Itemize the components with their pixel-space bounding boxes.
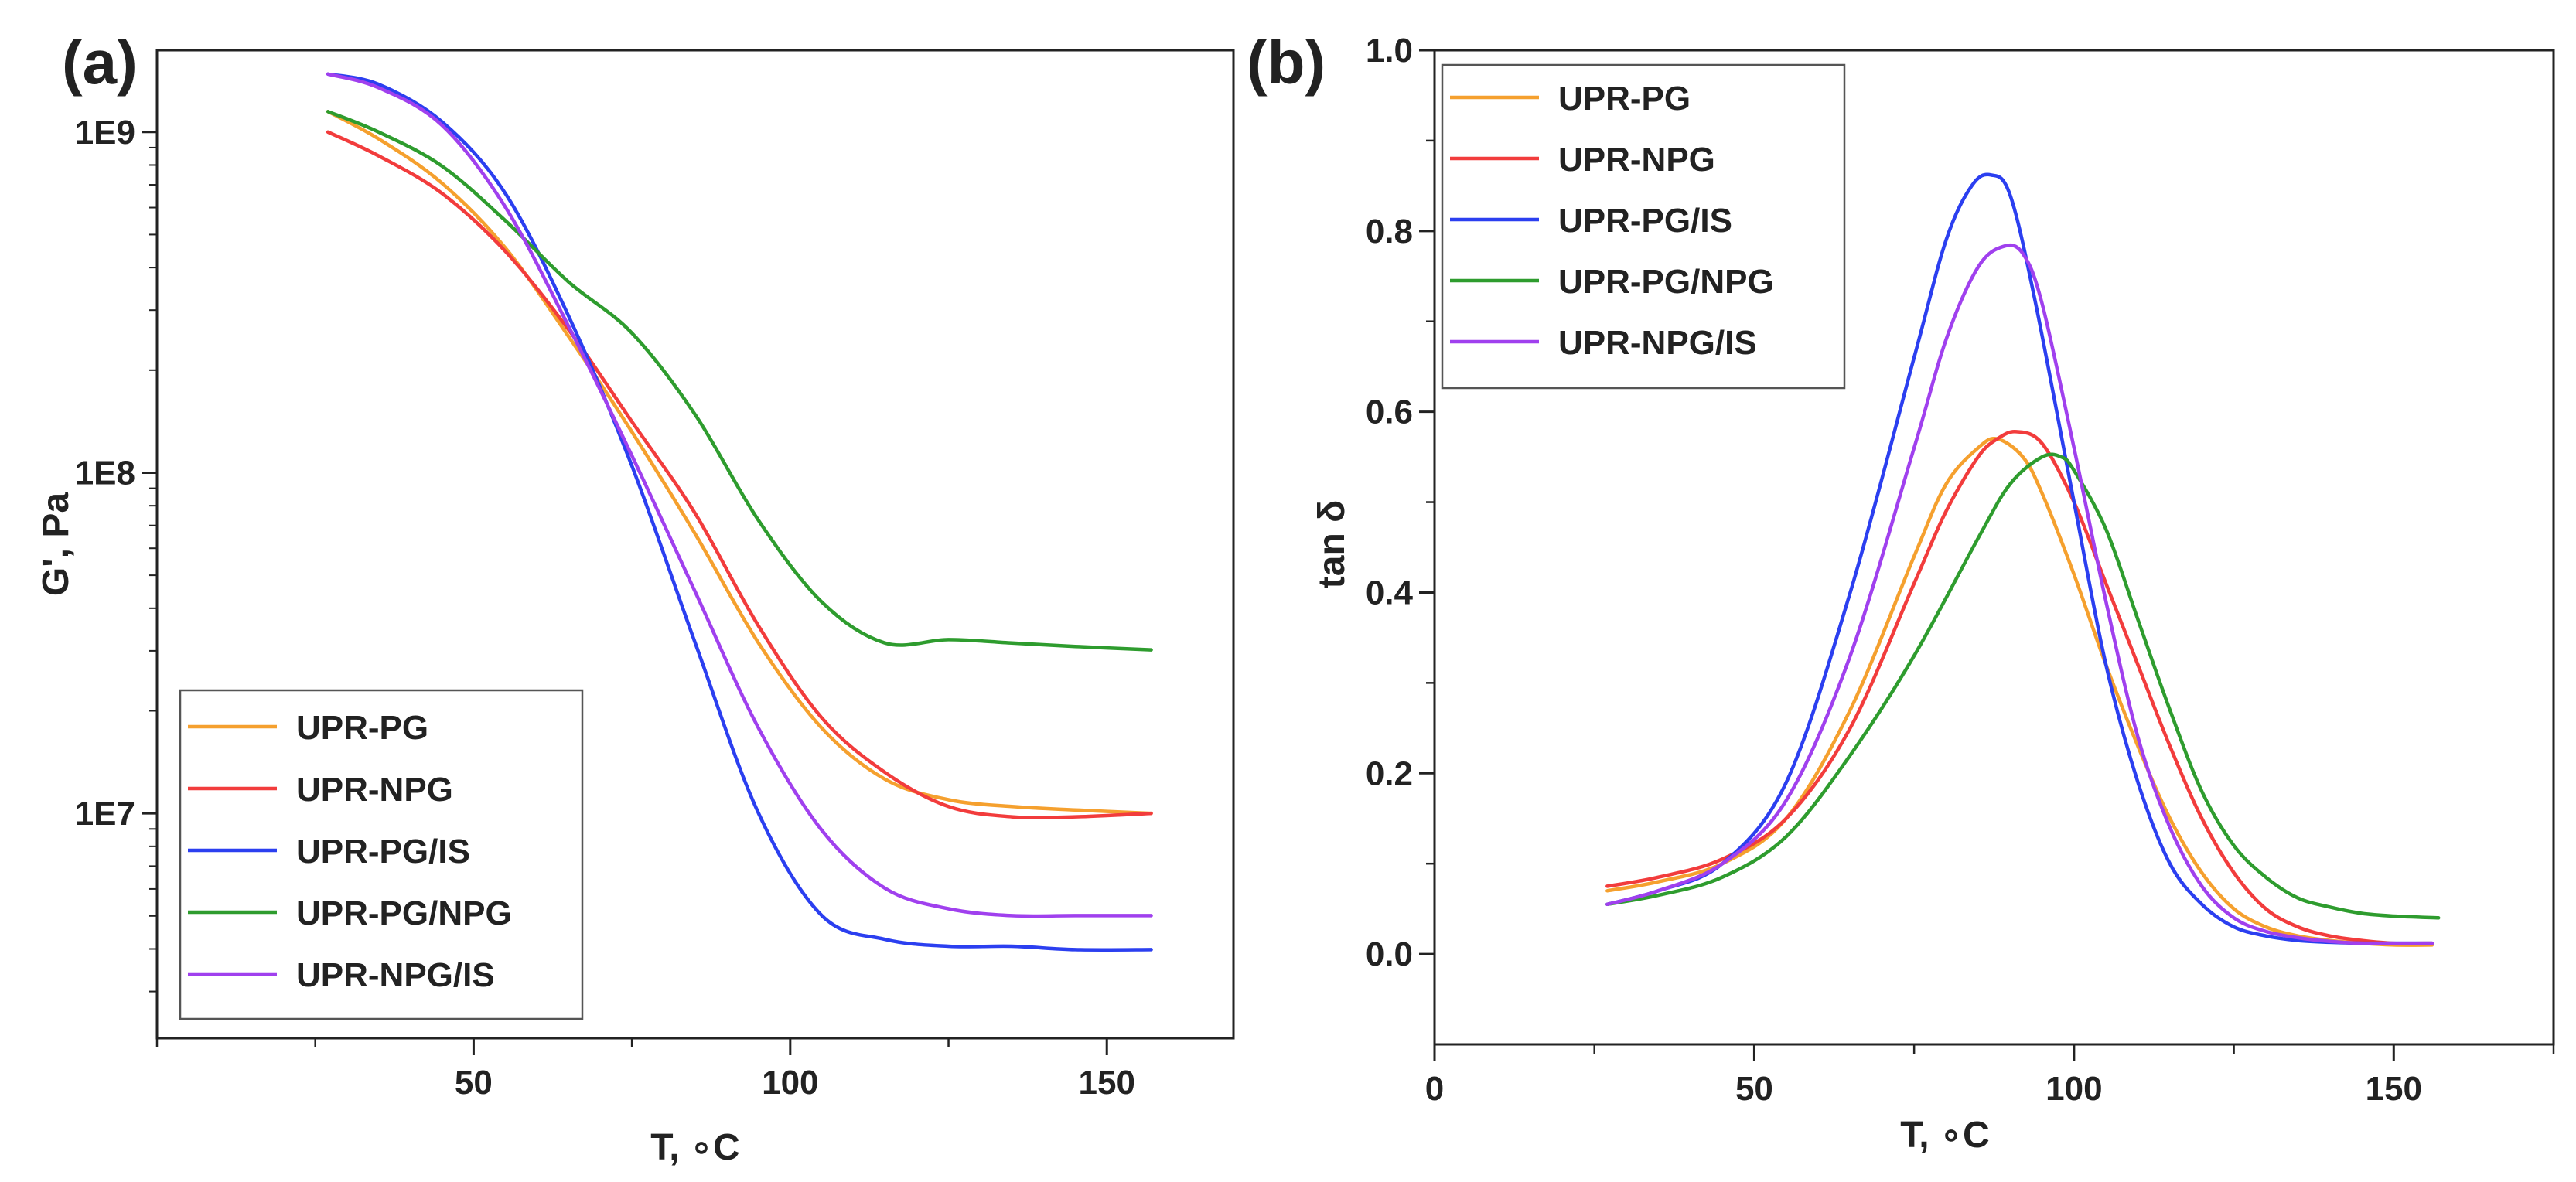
y-tick-label: 0.2 <box>1366 755 1413 792</box>
panel-b-series-lines <box>1605 172 2441 947</box>
x-tick-label: 150 <box>1079 1064 1135 1102</box>
panel-a-y-tick-labels: 1E7 1E8 1E9 <box>75 114 135 833</box>
legend-entry-label: UPR-PG/NPG <box>296 894 512 932</box>
x-tick-label: 50 <box>455 1064 493 1102</box>
panel-a-series-lines <box>326 72 1153 952</box>
series-line-upr-pg <box>1605 437 2434 947</box>
legend-entry-label: UPR-NPG/IS <box>1558 324 1757 362</box>
series-line-upr-npg <box>1605 430 2434 945</box>
series-line-upr-pg-is <box>326 72 1153 952</box>
x-tick-label: 50 <box>1735 1070 1773 1108</box>
panel-b-legend-box <box>1441 63 1846 390</box>
panel-b-tan-delta-chart: (b) 0 50 100 150 0.0 0.2 0.4 0.6 0.8 1.0 T, ∘C t… <box>1247 28 2555 1156</box>
panel-a-storage-modulus-chart: (a) 50 100 150 1E7 1E8 1E9 T, ∘C G', Pa UPR-… <box>36 28 1235 1168</box>
series-line-upr-npg <box>326 130 1153 820</box>
x-tick-label: 0 <box>1425 1070 1444 1108</box>
x-tick-label: 100 <box>762 1064 818 1102</box>
series-line-upr-npg-is <box>1605 243 2434 945</box>
panel-a-legend-box <box>179 689 584 1020</box>
y-tick-label: 1E9 <box>75 114 135 152</box>
panel-b-x-tick-labels: 0 50 100 150 <box>1425 1070 2422 1108</box>
y-tick-label: 0.8 <box>1366 213 1413 250</box>
legend-entry-label: UPR-PG/IS <box>1558 202 1732 240</box>
panel-a-label: (a) <box>62 28 138 97</box>
series-line-upr-pg-is <box>1605 172 2434 945</box>
panel-a-axis-ticks <box>142 131 1108 1055</box>
y-tick-label: 1E7 <box>75 795 135 833</box>
panel-b-x-axis-title: T, ∘C <box>1900 1115 1989 1156</box>
y-tick-label: 0.4 <box>1366 574 1414 611</box>
series-line-upr-pg-npg <box>326 110 1153 652</box>
panel-a-x-tick-labels: 50 100 150 <box>455 1064 1135 1102</box>
y-tick-label: 1.0 <box>1366 32 1413 70</box>
panel-b-axis-ticks <box>1419 49 2555 1061</box>
y-tick-label: 1E8 <box>75 454 135 492</box>
legend-entry-label: UPR-NPG/IS <box>296 956 495 994</box>
panel-b-legend: UPR-PG UPR-NPG UPR-PG/IS UPR-PG/NPG UPR-NPG/… <box>1441 63 1846 390</box>
series-line-upr-pg-npg <box>1605 452 2441 920</box>
panel-b-y-axis-title: tan δ <box>1312 500 1353 588</box>
x-tick-label: 150 <box>2366 1070 2422 1108</box>
panel-a-x-axis-title: T, ∘C <box>650 1127 739 1168</box>
y-tick-label: 0.0 <box>1366 935 1413 973</box>
panel-b-label: (b) <box>1247 28 1326 97</box>
legend-entry-label: UPR-NPG <box>296 771 453 809</box>
legend-entry-label: UPR-PG/NPG <box>1558 263 1774 301</box>
legend-entry-label: UPR-PG <box>296 709 428 747</box>
panel-b-y-tick-labels: 0.0 0.2 0.4 0.6 0.8 1.0 <box>1366 32 1414 973</box>
panel-a-legend: UPR-PG UPR-NPG UPR-PG/IS UPR-PG/NPG UPR-NPG/… <box>179 689 584 1020</box>
series-line-upr-npg-is <box>326 72 1153 918</box>
y-tick-label: 0.6 <box>1366 393 1413 431</box>
panel-a-y-axis-title: G', Pa <box>36 492 77 596</box>
legend-entry-label: UPR-PG <box>1558 80 1691 118</box>
series-line-upr-pg <box>326 110 1153 816</box>
legend-entry-label: UPR-NPG <box>1558 141 1715 179</box>
x-tick-label: 100 <box>2045 1070 2102 1108</box>
legend-entry-label: UPR-PG/IS <box>296 833 470 870</box>
